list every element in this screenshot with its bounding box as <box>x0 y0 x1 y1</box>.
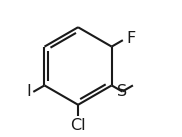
Text: Cl: Cl <box>70 118 86 133</box>
Text: I: I <box>27 84 31 99</box>
Text: S: S <box>117 84 127 99</box>
Text: F: F <box>126 31 135 46</box>
